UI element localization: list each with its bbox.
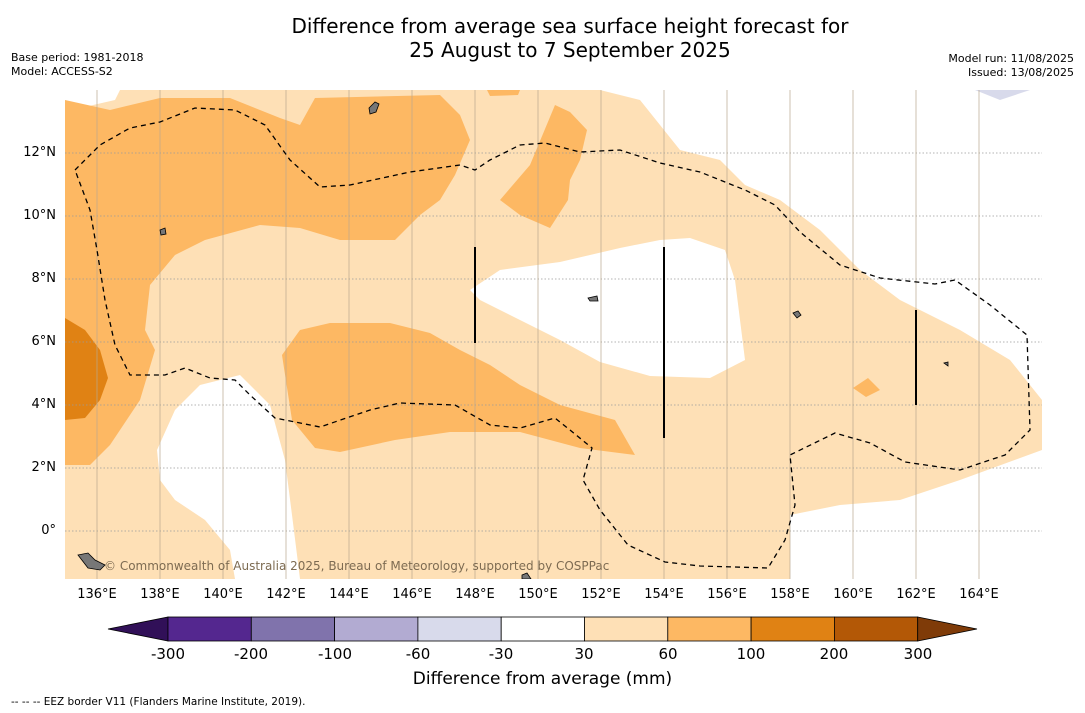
island-east [792,310,802,319]
colorbar-extend-high [917,616,978,642]
colorbar-bin-5 [500,616,585,642]
colorbar-tick: 300 [903,645,933,663]
lat-label-4n: 4°N [31,397,57,412]
islands [77,101,949,579]
map-area [65,90,1042,579]
anomaly-60-100-small [853,378,880,397]
island-sw [77,552,106,571]
lat-label-0: 0° [41,523,56,538]
lat-label-2n: 2°N [31,460,57,475]
base-period: Base period: 1981-2018 [11,51,144,64]
anomaly-60-100-central [282,323,635,455]
anomaly-neg-30-60 [975,90,1030,100]
lat-label-12n: 12°N [23,145,56,160]
colorbar-bin-8 [750,616,835,642]
colorbar-bin-3 [334,616,419,642]
lon-label-140e: 140°E [203,587,243,602]
colorbar-tick: -100 [317,645,353,663]
model-run: Model run: 11/08/2025 [948,52,1074,65]
island-south [521,572,532,579]
lon-label-144e: 144°E [329,587,369,602]
colorbar-bin-4 [417,616,502,642]
colorbar-bin-2 [250,616,336,642]
lon-label-156e: 156°E [707,587,747,602]
colorbar-bin-9 [834,616,919,642]
issued-date: Issued: 13/08/2025 [967,66,1074,79]
colorbar-tick: 60 [658,645,678,663]
title-line-2: 25 August to 7 September 2025 [409,38,731,62]
lon-label-164e: 164°E [959,587,999,602]
lat-label-10n: 10°N [23,208,56,223]
colorbar-title: Difference from average (mm) [412,669,673,689]
model-name: Model: ACCESS-S2 [11,65,113,78]
lon-label-154e: 154°E [644,587,684,602]
lon-label-158e: 158°E [770,587,810,602]
colorbar-tick: -200 [233,645,269,663]
island-small-1 [159,227,167,236]
lon-label-152e: 152°E [581,587,621,602]
anomaly-60-100-ne-patch [500,105,587,228]
colorbar-tick: -60 [405,645,431,663]
island-small-2 [587,295,599,302]
lon-label-150e: 150°E [518,587,558,602]
boundary-lines [474,247,917,438]
anomaly-neutral-bottom-left [157,375,300,579]
anomaly-neutral-top-right [600,90,1042,400]
title-line-1: Difference from average sea surface heig… [291,14,849,38]
colorbar-tick: 200 [819,645,849,663]
colorbar-bin-1 [167,616,252,642]
eez-border [74,107,1031,569]
colorbar-tick: 100 [736,645,766,663]
lon-label-160e: 160°E [833,587,873,602]
credit-text: © Commonwealth of Australia 2025, Bureau… [104,559,610,573]
colorbar-tick: 30 [574,645,594,663]
colorbar [107,616,978,642]
colorbar-bin-6 [584,616,669,642]
lon-label-138e: 138°E [140,587,180,602]
anomaly-neutral-mid [470,238,745,378]
island-small-3 [943,361,949,367]
lon-label-162e: 162°E [896,587,936,602]
colorbar-extend-low [107,616,169,642]
colorbar-tick: -30 [488,645,514,663]
lon-label-136e: 136°E [77,587,117,602]
base-period-info: Base period: 1981-2018 Model: ACCESS-S2 [11,51,143,79]
lon-label-146e: 146°E [392,587,432,602]
longitude-gridlines [96,90,980,579]
anomaly-60-100-strip [487,90,520,96]
lat-label-8n: 8°N [31,271,57,286]
model-run-info: Model run: 11/08/2025 Issued: 13/08/2025 [948,52,1074,80]
colorbar-tick: -300 [150,645,186,663]
map-title: Difference from average sea surface heig… [0,14,1085,62]
lon-label-142e: 142°E [266,587,306,602]
lat-label-6n: 6°N [31,334,57,349]
anomaly-60-100-north [65,95,470,465]
lon-label-148e: 148°E [455,587,495,602]
eez-footnote: -- -- -- EEZ border V11 (Flanders Marine… [11,696,306,708]
island-nw [368,101,380,115]
colorbar-bin-7 [667,616,752,642]
